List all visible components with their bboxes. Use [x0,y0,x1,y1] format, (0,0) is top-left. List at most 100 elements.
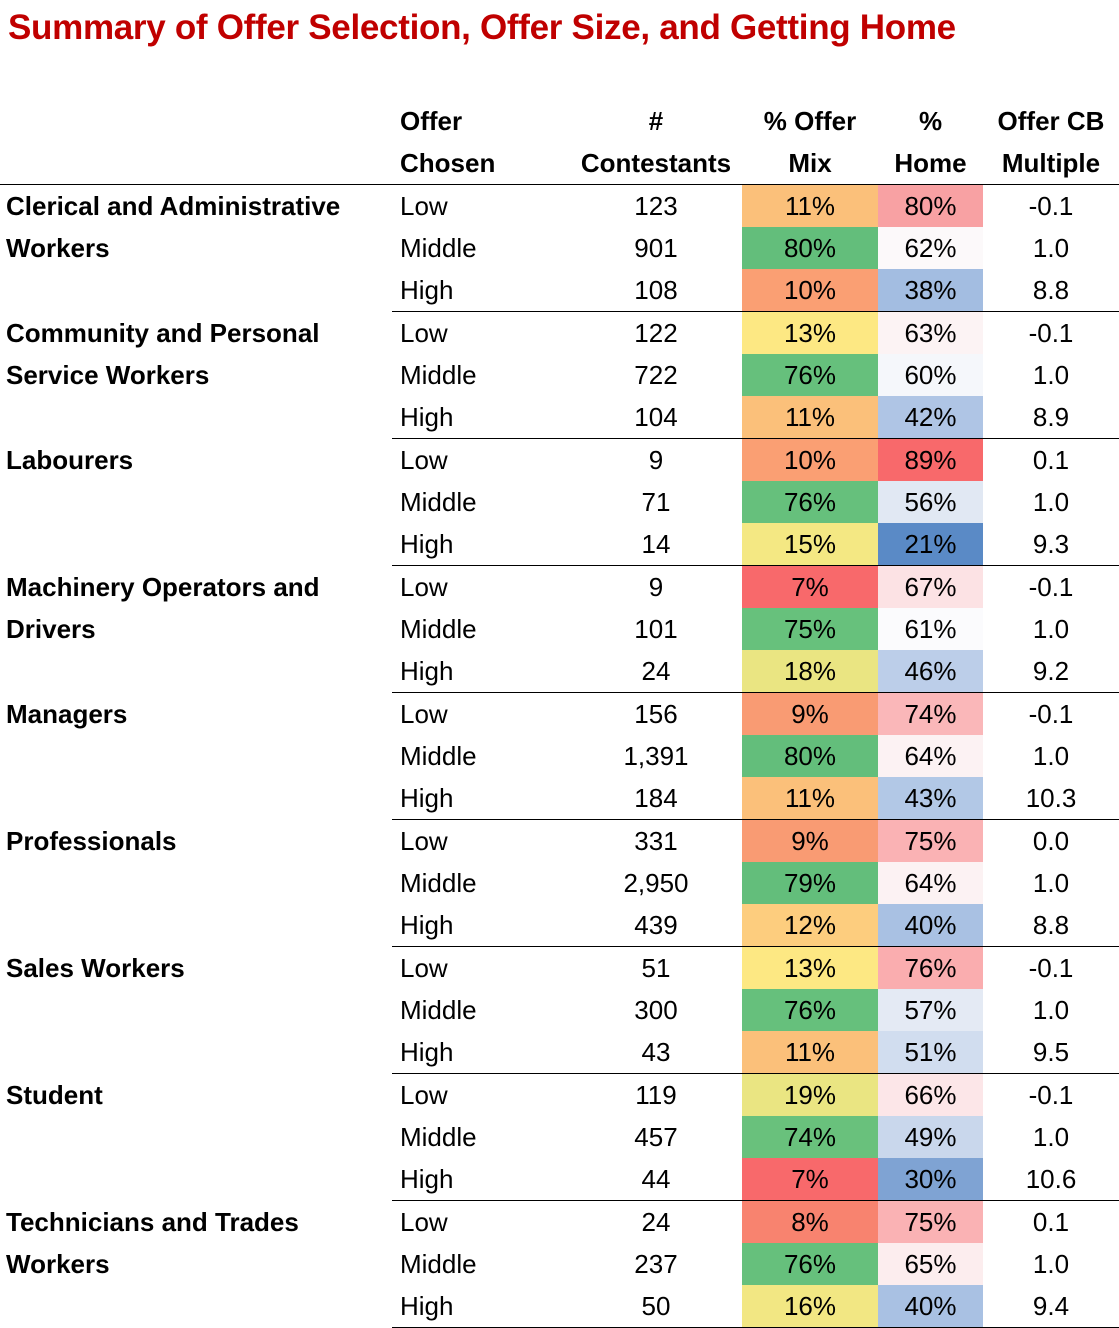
cb-multiple-cell: 9.3 [983,523,1119,566]
offer-chosen-cell: Low [400,1207,448,1237]
table-row: Middle 722 76% 60% 1.0 [0,354,1119,396]
cb-multiple-cell: 0.1 [1032,1207,1070,1237]
header-offer-chosen-line1: Offer [400,106,463,136]
offer-chosen-cell: High [392,269,570,312]
header-occupation-blank [0,142,392,185]
contestants-cell: 104 [570,396,742,439]
offer-mix-cell: 76% [742,989,878,1031]
offer-mix-cell: 74% [742,1116,878,1158]
header-offer-mix-line2: Mix [742,142,878,185]
contestants-cell: 108 [570,269,742,312]
cb-multiple-cell: -0.1 [1028,191,1074,221]
contestants-cell: 9 [648,572,664,602]
offer-mix-cell: 75% [742,608,878,650]
offer-mix-cell: 7% [742,1158,878,1201]
occupation-label: Labourers [6,444,134,475]
offer-chosen-cell: Middle [400,1249,477,1279]
cb-multiple-cell: -0.1 [1028,318,1074,348]
contestants-cell: 71 [641,487,671,517]
contestants-cell: 9 [648,445,664,475]
home-pct-cell: 80% [878,184,983,227]
page-title: Summary of Offer Selection, Offer Size, … [8,8,956,47]
offer-chosen-cell: Low [400,445,448,475]
offer-chosen-cell: Middle [400,487,477,517]
contestants-cell: 156 [634,699,678,729]
table-row: High 108 10% 38% 8.8 [0,269,1119,312]
header-occupation [0,100,392,142]
offer-chosen-cell: Middle [400,360,477,390]
offer-mix-cell: 7% [742,565,878,608]
cb-multiple-cell: -0.1 [1028,1080,1074,1110]
cb-multiple-cell: 9.5 [983,1031,1119,1074]
contestants-cell: 43 [570,1031,742,1074]
table-row: Student Low 119 19% 66% -0.1 [0,1073,1119,1116]
offer-chosen-cell: High [392,650,570,693]
offer-chosen-cell: High [392,1031,570,1074]
home-pct-cell: 66% [878,1073,983,1116]
offer-mix-cell: 16% [742,1285,878,1328]
offer-chosen-cell: High [392,777,570,820]
offer-mix-cell: 13% [742,311,878,354]
contestants-cell: 722 [634,360,678,390]
offer-mix-cell: 80% [742,227,878,269]
contestants-cell: 119 [635,1080,677,1110]
offer-chosen-cell: Middle [400,233,477,263]
offer-chosen-cell: High [392,523,570,566]
cb-multiple-cell: 1.0 [1032,614,1070,644]
table-row: Clerical and Administrative Workers Low 12… [0,184,1119,263]
cb-multiple-cell: 1.0 [1032,1122,1070,1152]
table-row: Machinery Operators and Drivers Low 9 7% 67%… [0,565,1119,644]
cb-multiple-cell: 10.6 [983,1158,1119,1201]
cb-multiple-cell: 9.2 [983,650,1119,693]
home-pct-cell: 64% [878,862,983,904]
cb-multiple-cell: 0.1 [1032,445,1070,475]
header-contestants-line2: Contestants [570,142,742,185]
cb-multiple-cell: 1.0 [1032,360,1070,390]
table-row: High 24 18% 46% 9.2 [0,650,1119,693]
home-pct-cell: 40% [878,1285,983,1328]
contestants-cell: 50 [570,1285,742,1328]
offer-chosen-cell: Low [400,1080,448,1110]
offer-mix-cell: 10% [742,438,878,481]
home-pct-cell: 60% [878,354,983,396]
offer-mix-cell: 79% [742,862,878,904]
offer-chosen-cell: Low [400,826,448,856]
header-home-line1: % [918,106,943,136]
contestants-cell: 300 [634,995,678,1025]
cb-multiple-cell: 8.8 [983,269,1119,312]
contestants-cell: 44 [570,1158,742,1201]
contestants-cell: 122 [634,318,678,348]
table-row: High 44 7% 30% 10.6 [0,1158,1119,1201]
offer-mix-cell: 76% [742,354,878,396]
offer-chosen-cell: High [392,1158,570,1201]
occupation-label: Community and Personal Service Workers [6,317,320,390]
occupation-label: Student [6,1079,103,1110]
cb-multiple-cell: 1.0 [1032,1249,1070,1279]
home-pct-cell: 56% [878,481,983,523]
table-row: Middle 2,950 79% 64% 1.0 [0,862,1119,904]
offer-mix-cell: 11% [742,777,878,820]
contestants-cell: 237 [634,1249,678,1279]
offer-chosen-cell: Low [400,572,448,602]
cb-multiple-cell: 10.3 [983,777,1119,820]
table-row: Managers Low 156 9% 74% -0.1 [0,692,1119,735]
occupation-label: Clerical and Administrative Workers [6,191,341,263]
header-home-line2: Home [878,142,983,185]
table-row: Middle 101 75% 61% 1.0 [0,608,1119,650]
cb-multiple-cell: 0.0 [1032,826,1070,856]
cb-multiple-cell: 1.0 [1032,233,1070,263]
home-pct-cell: 89% [878,438,983,481]
contestants-cell: 2,950 [623,868,689,898]
occupation-label: Sales Workers [6,952,185,983]
table-header: Offer # % Offer % Offer CB Chosen Contes… [0,100,1119,185]
cb-multiple-cell: -0.1 [1028,572,1074,602]
cb-multiple-cell: -0.1 [1028,699,1074,729]
table-row: High 14 15% 21% 9.3 [0,523,1119,566]
contestants-cell: 439 [570,904,742,947]
offer-mix-cell: 76% [742,1243,878,1285]
offer-mix-cell: 11% [742,184,878,227]
offer-chosen-cell: Middle [400,868,477,898]
offer-chosen-cell: Low [400,699,448,729]
offer-chosen-cell: Middle [400,995,477,1025]
home-pct-cell: 67% [878,565,983,608]
